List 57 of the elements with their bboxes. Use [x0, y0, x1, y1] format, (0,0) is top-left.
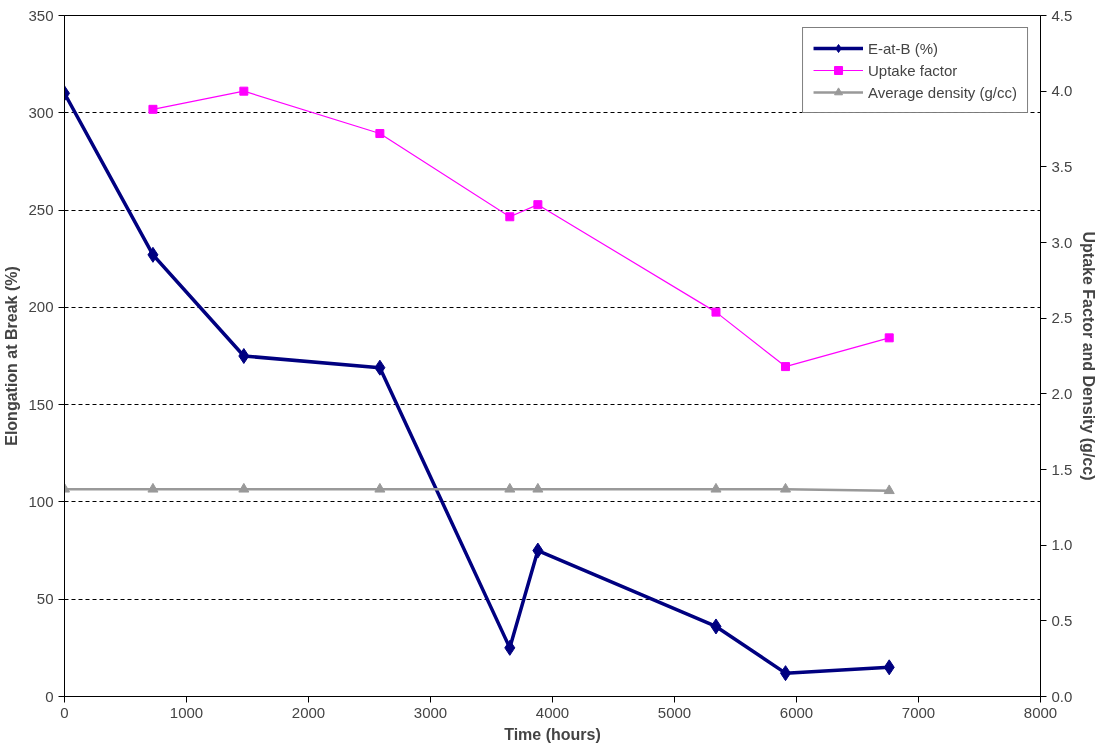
x-tick-label: 4000 — [535, 703, 570, 721]
y2-tick-label: 3.5 — [1051, 157, 1073, 175]
point — [375, 129, 385, 139]
y2-tick-label: 1.0 — [1051, 536, 1073, 554]
point — [374, 359, 386, 376]
point — [504, 482, 516, 493]
y2-tick-label: 3.0 — [1051, 233, 1073, 251]
legend-label: Uptake factor — [868, 61, 958, 79]
y-axis-title: Elongation at Break (%) — [3, 266, 21, 446]
point — [780, 482, 792, 493]
point — [883, 659, 895, 676]
x-tick-label: 1000 — [169, 703, 204, 721]
point — [504, 639, 516, 656]
point — [532, 482, 544, 493]
x-tick-label: 5000 — [657, 703, 692, 721]
y-tick-label: 50 — [36, 590, 54, 608]
y2-axis-title: Uptake Factor and Density (g/cc) — [1080, 231, 1098, 481]
point — [148, 104, 158, 114]
x-tick-label: 7000 — [901, 703, 936, 721]
y2-tick-label: 2.0 — [1051, 384, 1073, 402]
x-tick-label: 8000 — [1023, 703, 1058, 721]
x-axis-title: Time (hours) — [504, 725, 601, 743]
y2-tick-label: 4.0 — [1051, 82, 1073, 100]
y-tick-label: 350 — [28, 6, 54, 24]
x-tick-label: 6000 — [779, 703, 814, 721]
point — [505, 212, 515, 222]
y2-tick-label: 2.5 — [1051, 309, 1073, 327]
point — [884, 333, 894, 343]
y-tick-label: 200 — [28, 298, 54, 316]
y-tick-label: 100 — [28, 492, 54, 510]
y2-tick-label: 0.0 — [1051, 687, 1073, 705]
point — [532, 542, 544, 559]
x-tick-label: 2000 — [291, 703, 326, 721]
point — [883, 484, 895, 495]
point — [781, 362, 791, 372]
y2-tick-label: 1.5 — [1051, 460, 1073, 478]
y-tick-label: 150 — [28, 395, 54, 413]
point — [147, 482, 159, 493]
y-tick-label: 250 — [28, 201, 54, 219]
y-tick-label: 0 — [45, 687, 54, 705]
point — [533, 200, 543, 210]
point — [147, 246, 159, 263]
legend-label: Average density (g/cc) — [868, 83, 1017, 101]
point — [238, 348, 250, 364]
x-tick-label: 3000 — [413, 703, 448, 721]
point — [711, 307, 721, 317]
point — [374, 482, 386, 493]
y2-tick-label: 4.5 — [1051, 6, 1073, 24]
point — [238, 482, 250, 493]
x-tick-label: 0 — [60, 703, 69, 721]
point — [710, 618, 722, 635]
point — [239, 86, 249, 96]
legend-label: E-at-B (%) — [868, 39, 939, 57]
point — [710, 482, 722, 493]
point — [780, 665, 792, 682]
y-tick-label: 300 — [28, 103, 54, 121]
y2-tick-label: 0.5 — [1051, 611, 1073, 629]
